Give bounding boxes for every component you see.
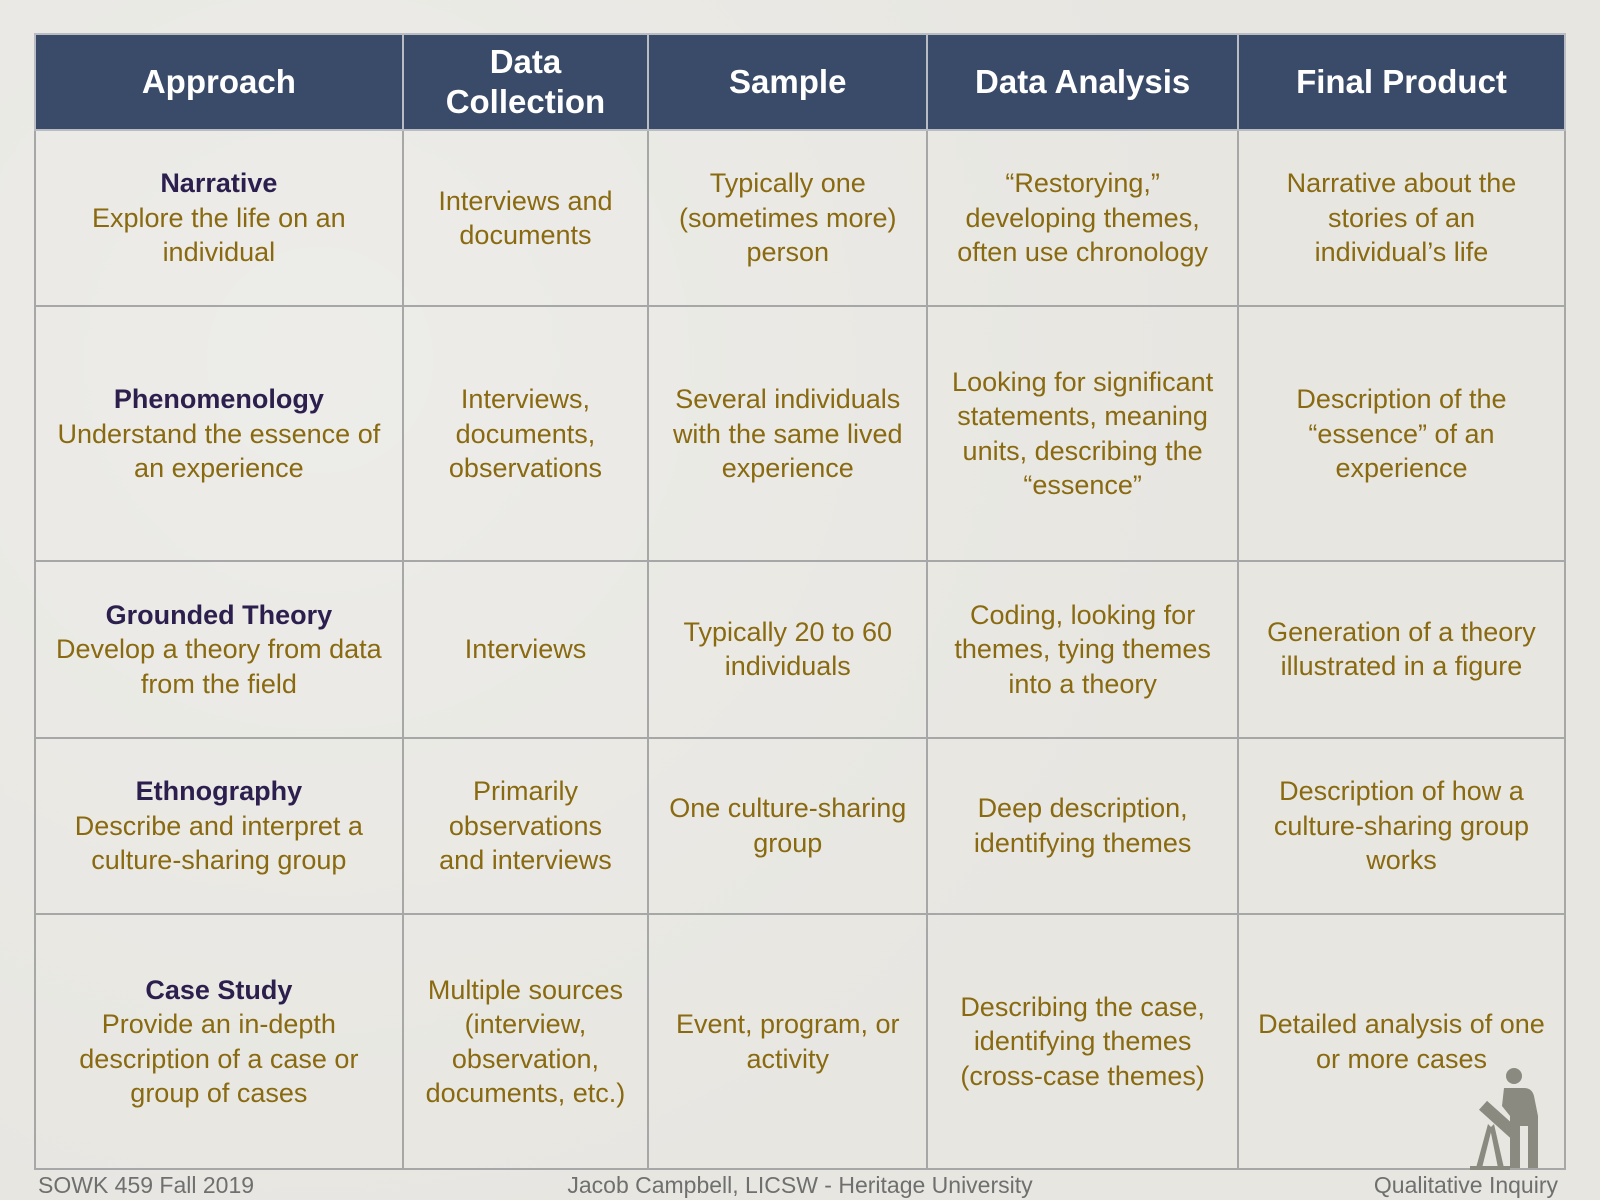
- final-product-text: Description of the “essence” of an exper…: [1296, 384, 1507, 484]
- header-final-product: Final Product: [1236, 33, 1567, 131]
- data-collection-cell: Interviews: [401, 560, 650, 739]
- approach-name: Narrative: [160, 168, 278, 199]
- data-analysis-cell: Deep description, identifying themes: [926, 736, 1239, 916]
- telescope-person-icon: [1470, 1068, 1538, 1170]
- sample-cell: One culture-sharing group: [647, 736, 929, 916]
- approach-description: Understand the essence of an experience: [57, 418, 381, 484]
- data-collection-cell: Interviews, documents, observations: [401, 305, 650, 563]
- sample-cell: Typically 20 to 60 individuals: [647, 560, 929, 739]
- data-collection-cell: Interviews and documents: [401, 128, 650, 308]
- header-approach: Approach: [34, 33, 404, 131]
- final-product-cell: Description of the “essence” of an exper…: [1236, 305, 1567, 563]
- final-product-cell: Generation of a theory illustrated in a …: [1236, 560, 1567, 739]
- final-product-text: Description of how a culture-sharing gro…: [1273, 776, 1530, 876]
- sample-text: Typically 20 to 60 individuals: [683, 616, 893, 682]
- sample-cell: Typically one (sometimes more) person: [647, 128, 929, 308]
- data-analysis-cell: Looking for significant statements, mean…: [926, 305, 1239, 563]
- approach-name: Ethnography: [135, 776, 303, 807]
- final-product-cell: Description of how a culture-sharing gro…: [1236, 736, 1567, 916]
- final-product-text: Detailed analysis of one or more cases: [1258, 1009, 1545, 1074]
- final-product-text: Generation of a theory illustrated in a …: [1267, 616, 1536, 682]
- footer-course: SOWK 459 Fall 2019: [38, 1172, 255, 1198]
- data-analysis-text: “Restorying,” developing themes, often u…: [957, 168, 1208, 268]
- table-row: Grounded Theory Develop a theory from da…: [34, 560, 1567, 739]
- table-row: Case Study Provide an in-depth descripti…: [34, 913, 1567, 1170]
- sample-text: Several individuals with the same lived …: [672, 384, 903, 484]
- data-analysis-text: Describing the case, identifying themes …: [960, 991, 1205, 1091]
- table-row: Narrative Explore the life on an individ…: [34, 128, 1567, 308]
- approach-cell: Case Study Provide an in-depth descripti…: [34, 913, 404, 1170]
- approach-name: Case Study: [145, 974, 293, 1005]
- data-collection-text: Primarily observations and interviews: [439, 776, 612, 876]
- data-analysis-text: Coding, looking for themes, tying themes…: [954, 599, 1211, 699]
- sample-text: Typically one (sometimes more) person: [678, 168, 897, 268]
- data-analysis-cell: Describing the case, identifying themes …: [926, 913, 1239, 1170]
- approach-cell: Grounded Theory Develop a theory from da…: [34, 560, 404, 739]
- sample-cell: Event, program, or activity: [647, 913, 929, 1170]
- qualitative-approaches-table: Approach Data Collection Sample Data Ana…: [34, 33, 1567, 1170]
- approach-description: Develop a theory from data from the fiel…: [56, 634, 382, 699]
- header-data-collection: Data Collection: [401, 33, 650, 131]
- sample-cell: Several individuals with the same lived …: [647, 305, 929, 563]
- final-product-text: Narrative about the stories of an indivi…: [1286, 168, 1517, 268]
- data-collection-text: Interviews: [464, 634, 587, 665]
- approach-description: Describe and interpret a culture-sharing…: [74, 810, 363, 876]
- header-sample: Sample: [647, 33, 929, 131]
- data-collection-cell: Multiple sources (interview, observation…: [401, 913, 650, 1170]
- data-analysis-cell: Coding, looking for themes, tying themes…: [926, 560, 1239, 739]
- header-row: Approach Data Collection Sample Data Ana…: [34, 33, 1567, 131]
- table-row: Phenomenology Understand the essence of …: [34, 305, 1567, 563]
- footer-author: Jacob Campbell, LICSW - Heritage Univers…: [567, 1172, 1033, 1198]
- footer-topic: Qualitative Inquiry: [1373, 1172, 1558, 1198]
- header-data-analysis: Data Analysis: [926, 33, 1239, 131]
- approach-name: Grounded Theory: [105, 599, 333, 630]
- sample-text: Event, program, or activity: [675, 1009, 900, 1074]
- data-analysis-text: Looking for significant statements, mean…: [952, 366, 1214, 501]
- table-row: Ethnography Describe and interpret a cul…: [34, 736, 1567, 916]
- data-collection-text: Multiple sources (interview, observation…: [425, 974, 626, 1109]
- sample-text: One culture-sharing group: [669, 793, 907, 858]
- approach-name: Phenomenology: [113, 384, 324, 415]
- data-collection-text: Interviews, documents, observations: [448, 384, 602, 484]
- data-collection-text: Interviews and documents: [438, 185, 613, 251]
- final-product-cell: Narrative about the stories of an indivi…: [1236, 128, 1567, 308]
- approach-cell: Phenomenology Understand the essence of …: [34, 305, 404, 563]
- data-analysis-cell: “Restorying,” developing themes, often u…: [926, 128, 1239, 308]
- approach-description: Explore the life on an individual: [92, 202, 346, 268]
- data-analysis-text: Deep description, identifying themes: [973, 793, 1192, 858]
- approach-description: Provide an in-depth description of a cas…: [79, 1009, 359, 1109]
- approach-cell: Narrative Explore the life on an individ…: [34, 128, 404, 308]
- approach-cell: Ethnography Describe and interpret a cul…: [34, 736, 404, 916]
- data-collection-cell: Primarily observations and interviews: [401, 736, 650, 916]
